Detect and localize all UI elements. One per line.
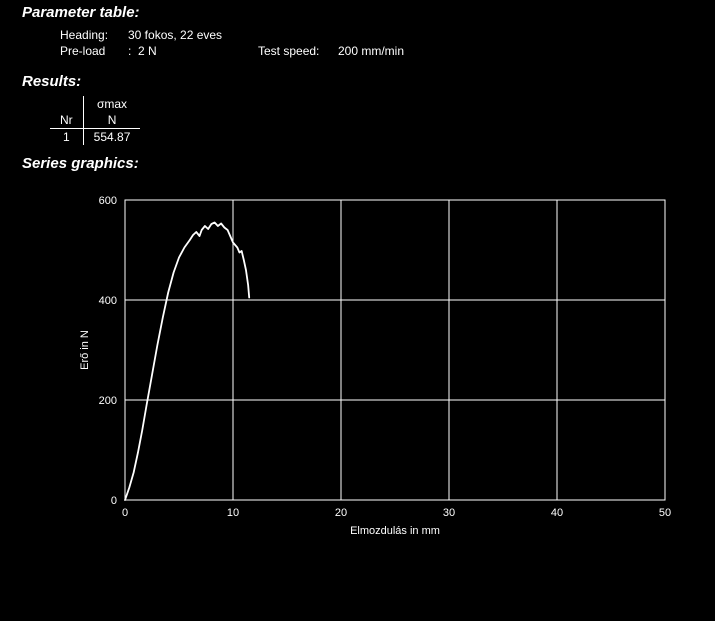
svg-text:Erő in N: Erő in N bbox=[79, 330, 91, 370]
table-row: 1 554.87 bbox=[50, 129, 140, 146]
svg-text:600: 600 bbox=[99, 195, 117, 207]
preload-label: Pre-load bbox=[60, 43, 128, 59]
results-table: σmax Nr N 1 554.87 bbox=[50, 96, 140, 145]
results-blank-cell bbox=[50, 96, 83, 112]
svg-text:40: 40 bbox=[551, 507, 563, 519]
svg-text:10: 10 bbox=[227, 507, 239, 519]
results-nr: 1 bbox=[50, 129, 83, 146]
heading-value: 30 fokos, 22 eves bbox=[128, 27, 258, 43]
testspeed-label: Test speed: bbox=[258, 43, 338, 59]
series-graphics-title: Series graphics: bbox=[22, 155, 715, 172]
heading-label: Heading: bbox=[60, 27, 128, 43]
parameter-block: Heading: 30 fokos, 22 eves Pre-load : 2 … bbox=[60, 27, 715, 59]
results-val: 554.87 bbox=[83, 129, 140, 146]
results-col2-bot: N bbox=[83, 112, 140, 129]
svg-text:400: 400 bbox=[99, 295, 117, 307]
parameter-table-title: Parameter table: bbox=[22, 4, 715, 21]
testspeed-value: 200 mm/min bbox=[338, 43, 404, 59]
svg-text:30: 30 bbox=[443, 507, 455, 519]
svg-text:0: 0 bbox=[122, 507, 128, 519]
results-col2-top: σmax bbox=[83, 96, 140, 112]
results-title: Results: bbox=[22, 73, 715, 90]
svg-text:200: 200 bbox=[99, 395, 117, 407]
svg-text:20: 20 bbox=[335, 507, 347, 519]
svg-text:50: 50 bbox=[659, 507, 671, 519]
svg-text:Elmozdulás in mm: Elmozdulás in mm bbox=[350, 525, 440, 537]
results-col1-header: Nr bbox=[50, 112, 83, 129]
preload-value: 2 N bbox=[138, 43, 258, 59]
series-chart: 0 10 20 30 40 50 0 200 400 600 Elmozdulás in mm Erő… bbox=[70, 190, 680, 550]
svg-text:0: 0 bbox=[111, 495, 117, 507]
